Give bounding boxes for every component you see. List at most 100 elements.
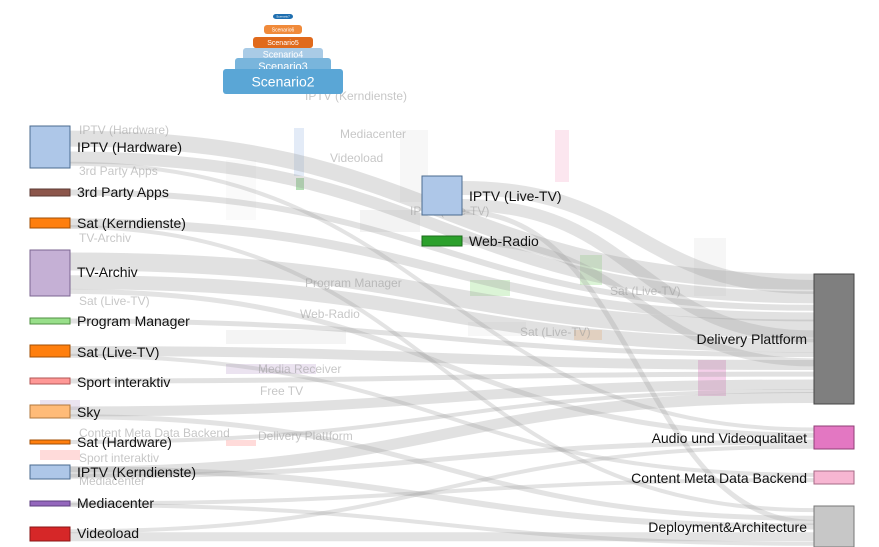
scenario-button-scenario6[interactable]: Scenario6	[264, 25, 302, 34]
scenario-button-scenario7[interactable]: Scenario7	[273, 14, 293, 19]
link-layer	[69, 130, 815, 546]
ghost-label: Content Meta Data Backend	[79, 426, 230, 440]
source-node-bar[interactable]	[29, 464, 71, 480]
source-node-bar[interactable]	[29, 500, 71, 507]
ghost-node	[360, 210, 420, 232]
scenario-button-scenario5[interactable]: Scenario5	[253, 37, 313, 48]
scenario-button-bg[interactable]	[253, 37, 313, 48]
source-node-label: 3rd Party Apps	[77, 184, 169, 200]
ghost-node	[226, 160, 256, 220]
target-node-delivery-plattform[interactable]: Delivery Plattform	[697, 273, 855, 405]
source-node-label: Sat (Hardware)	[77, 434, 172, 450]
sankey-link[interactable]	[69, 275, 815, 353]
sankey-link[interactable]	[69, 371, 815, 384]
source-node-videoload[interactable]: Videoload	[29, 525, 139, 542]
middle-node-iptv-live-tv[interactable]: IPTV (Live-TV)	[421, 175, 562, 216]
middle-node-label: IPTV (Live-TV)	[469, 188, 562, 204]
source-node-bar[interactable]	[29, 249, 71, 297]
scenario-button-bg[interactable]	[264, 25, 302, 34]
source-node-bar[interactable]	[29, 125, 71, 169]
ghost-label: Program Manager	[305, 276, 402, 290]
sankey-link[interactable]	[461, 199, 815, 343]
scenario-button-bg[interactable]	[223, 69, 343, 94]
node-layer: IPTV (Hardware) 3rd Party Apps Sat (Kerndi…	[29, 125, 855, 547]
scenario-button-label: Scenario7	[276, 15, 290, 19]
sankey-link[interactable]	[69, 252, 815, 338]
sankey-link[interactable]	[69, 478, 815, 506]
sankey-link[interactable]	[69, 225, 815, 513]
ghost-label: Media Receiver	[258, 362, 341, 376]
source-node-3rd-party-apps[interactable]: 3rd Party Apps	[29, 184, 169, 200]
sankey-link[interactable]	[69, 189, 815, 311]
source-node-label: Sport interaktiv	[77, 374, 170, 390]
sankey-link[interactable]	[69, 444, 815, 534]
sankey-link[interactable]	[461, 237, 815, 367]
source-node-sat-hardware[interactable]: Sat (Hardware)	[29, 434, 172, 450]
target-node-bar[interactable]	[813, 470, 855, 485]
source-node-mediacenter[interactable]: Mediacenter	[29, 495, 154, 511]
ghost-node	[698, 360, 726, 396]
scenario-button-scenario4[interactable]: Scenario4	[243, 48, 323, 61]
sankey-link[interactable]	[69, 439, 815, 479]
scenario-button-bg[interactable]	[243, 48, 323, 61]
sankey-link[interactable]	[69, 151, 815, 304]
target-node-content-meta-data-backend[interactable]: Content Meta Data Backend	[631, 470, 855, 486]
source-node-sat-kerndienste[interactable]: Sat (Kerndienste)	[29, 215, 186, 231]
source-node-bar[interactable]	[29, 439, 71, 445]
source-node-bar[interactable]	[29, 317, 71, 325]
target-node-bar[interactable]	[813, 273, 855, 405]
source-node-bar[interactable]	[29, 217, 71, 229]
target-node-label: Content Meta Data Backend	[631, 470, 807, 486]
source-node-iptv-hardware[interactable]: IPTV (Hardware)	[29, 125, 182, 169]
ghost-node	[574, 330, 602, 340]
source-node-bar[interactable]	[29, 526, 71, 542]
sankey-link[interactable]	[69, 392, 815, 478]
source-node-label: IPTV (Hardware)	[77, 139, 182, 155]
scenario-button-bg[interactable]	[273, 14, 293, 19]
source-node-sport-interaktiv[interactable]: Sport interaktiv	[29, 374, 170, 390]
target-node-bar[interactable]	[813, 505, 855, 547]
sankey-link[interactable]	[69, 466, 815, 530]
source-node-tv-archiv[interactable]: TV-Archiv	[29, 249, 138, 297]
source-node-sky[interactable]: Sky	[29, 404, 100, 420]
ghost-node	[296, 178, 304, 190]
sankey-link[interactable]	[69, 318, 815, 358]
target-node-label: Audio und Videoqualitaet	[652, 430, 808, 446]
target-node-bar[interactable]	[813, 425, 855, 450]
middle-node-bar[interactable]	[421, 235, 463, 247]
sankey-link[interactable]	[69, 379, 815, 417]
sankey-link[interactable]	[69, 288, 815, 438]
source-node-bar[interactable]	[29, 404, 71, 419]
source-node-bar[interactable]	[29, 344, 71, 358]
ghost-label: Mediacenter	[340, 127, 406, 141]
source-node-label: Program Manager	[77, 313, 190, 329]
sankey-link[interactable]	[69, 353, 815, 477]
sankey-link[interactable]	[69, 389, 815, 444]
middle-node-label: Web-Radio	[469, 233, 539, 249]
source-node-bar[interactable]	[29, 377, 71, 385]
source-node-program-manager[interactable]: Program Manager	[29, 313, 190, 329]
target-node-audio-und-videoqualitaet[interactable]: Audio und Videoqualitaet	[652, 425, 855, 450]
sankey-link[interactable]	[69, 503, 815, 546]
ghost-node	[226, 330, 346, 344]
scenario-button-label: Scenario4	[263, 50, 304, 60]
sankey-link[interactable]	[69, 414, 815, 521]
scenario-button-label: Scenario2	[251, 74, 314, 90]
ghost-label: 3rd Party Apps	[79, 164, 158, 178]
sankey-link[interactable]	[69, 161, 815, 432]
source-node-iptv-kerndienste[interactable]: IPTV (Kerndienste)	[29, 464, 196, 480]
source-node-bar[interactable]	[29, 188, 71, 197]
source-node-sat-live-tv[interactable]: Sat (Live-TV)	[29, 344, 159, 360]
sankey-link[interactable]	[461, 209, 815, 525]
ghost-label: Sat (Live-TV)	[610, 284, 681, 298]
middle-node-web-radio[interactable]: Web-Radio	[421, 233, 539, 249]
target-node-deployment-architecture[interactable]: Deployment&Architecture	[648, 505, 855, 547]
source-node-label: TV-Archiv	[77, 264, 138, 280]
target-node-label: Delivery Plattform	[697, 331, 807, 347]
sankey-link[interactable]	[69, 346, 815, 370]
middle-node-bar[interactable]	[421, 175, 463, 216]
sankey-link[interactable]	[69, 218, 815, 322]
scenario-button-scenario2[interactable]: Scenario2	[223, 69, 343, 94]
sankey-link[interactable]	[461, 181, 815, 294]
